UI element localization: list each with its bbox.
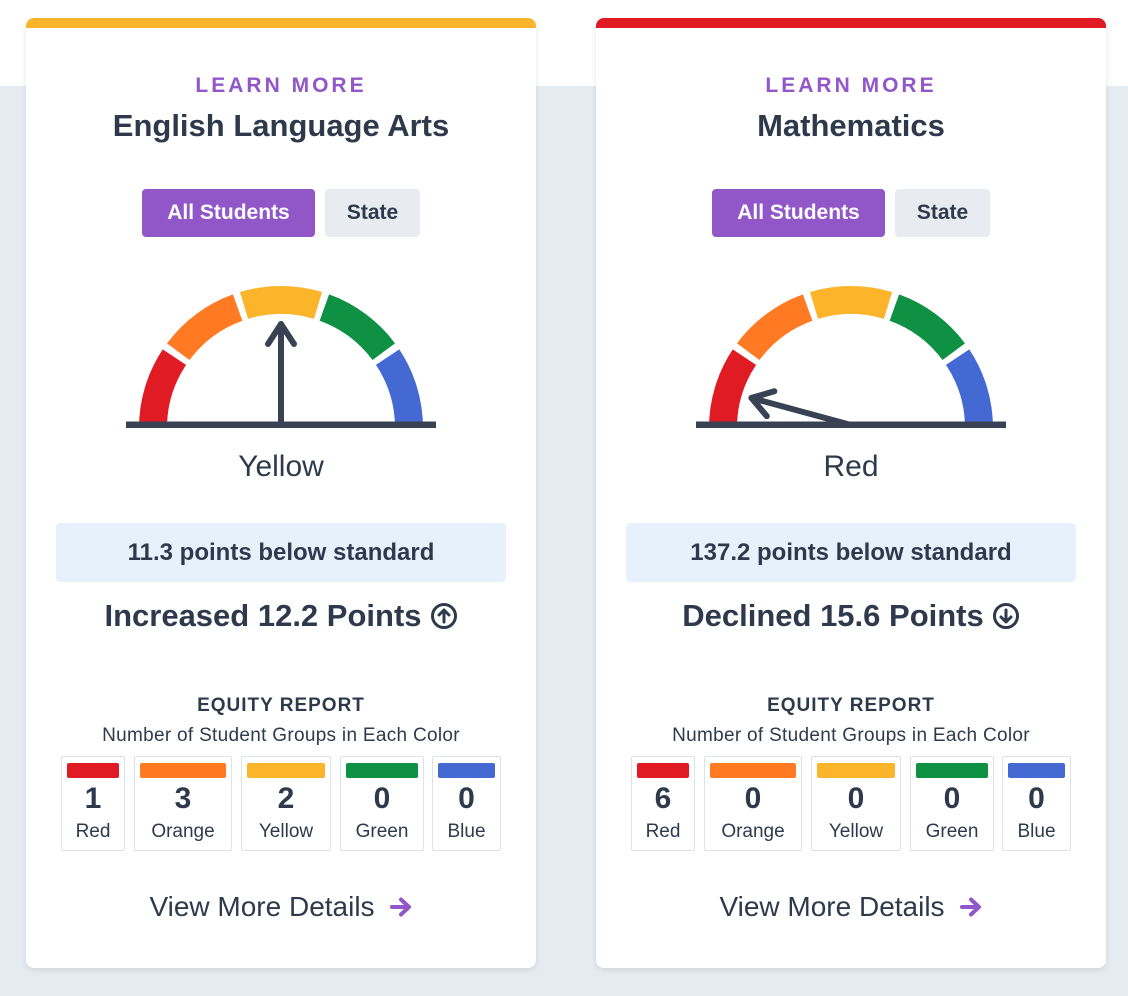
gauge-needle <box>748 394 854 428</box>
gauge-needle-head <box>265 321 297 347</box>
tile-label: Orange <box>721 821 785 842</box>
state-button[interactable]: State <box>325 189 420 237</box>
equity-tile-green: 0 Green <box>340 756 424 851</box>
gauge-segment-orange <box>737 294 813 361</box>
gauge-segment-orange <box>167 294 243 361</box>
blue-swatch <box>438 763 495 778</box>
equity-tile-red: 1 Red <box>61 756 125 851</box>
red-swatch <box>67 763 119 778</box>
arrow-circle-down-icon <box>992 603 1019 629</box>
gauge-segment-yellow <box>809 286 893 319</box>
performance-gauge <box>696 286 1006 428</box>
tile-count: 0 <box>458 782 475 815</box>
tile-count: 2 <box>277 782 295 815</box>
arrow-circle-up-icon <box>430 603 457 629</box>
tile-count: 0 <box>847 782 865 815</box>
view-more-details-link[interactable]: View More Details <box>596 891 1106 923</box>
gauge-segment-blue <box>375 349 423 428</box>
equity-tile-orange: 0 Orange <box>704 756 802 851</box>
all-students-button[interactable]: All Students <box>142 189 315 237</box>
tile-label: Yellow <box>258 821 314 842</box>
student-group-toggle: All Students State <box>26 189 536 237</box>
equity-tile-blue: 0 Blue <box>1002 756 1071 851</box>
ela-card: LEARN MORE English Language Arts All Stu… <box>26 18 536 968</box>
details-text: View More Details <box>149 891 375 922</box>
tile-label: Red <box>75 821 111 842</box>
all-students-button[interactable]: All Students <box>712 189 885 237</box>
student-group-toggle: All Students State <box>596 189 1106 237</box>
gauge-segment-red <box>709 349 757 428</box>
tile-count: 0 <box>1028 782 1045 815</box>
performance-level-label: Red <box>823 450 879 483</box>
status-badge: 137.2 points below standard <box>626 523 1076 582</box>
arrow-right-icon <box>959 897 981 917</box>
tile-label: Yellow <box>828 821 884 842</box>
change-indicator: Declined 15.6 Points <box>596 598 1106 634</box>
learn-more-link[interactable]: LEARN MORE <box>195 74 367 97</box>
equity-report-subtitle: Number of Student Groups in Each Color <box>102 725 460 746</box>
equity-report-subtitle: Number of Student Groups in Each Color <box>672 725 1030 746</box>
view-more-details-link[interactable]: View More Details <box>26 891 536 923</box>
tile-label: Red <box>645 821 681 842</box>
tile-count: 0 <box>373 782 391 815</box>
math-card: LEARN MORE Mathematics All Students Stat… <box>596 18 1106 968</box>
state-button[interactable]: State <box>895 189 990 237</box>
orange-swatch <box>140 763 226 778</box>
green-swatch <box>916 763 988 778</box>
equity-tile-orange: 3 Orange <box>134 756 232 851</box>
equity-tile-green: 0 Green <box>910 756 994 851</box>
tile-label: Blue <box>447 821 486 842</box>
tile-count: 3 <box>174 782 192 815</box>
equity-tile-yellow: 2 Yellow <box>241 756 331 851</box>
yellow-swatch <box>247 763 325 778</box>
change-text: Declined 15.6 Points <box>682 598 984 633</box>
change-text: Increased 12.2 Points <box>104 598 422 633</box>
tile-count: 0 <box>744 782 762 815</box>
tile-label: Blue <box>1017 821 1056 842</box>
tile-label: Orange <box>151 821 215 842</box>
gauge-segment-blue <box>945 349 993 428</box>
tile-count: 0 <box>943 782 961 815</box>
status-badge: 11.3 points below standard <box>56 523 506 582</box>
gauge-needle-head <box>748 388 778 420</box>
equity-tile-blue: 0 Blue <box>432 756 501 851</box>
green-swatch <box>346 763 418 778</box>
subject-title: Mathematics <box>757 108 945 143</box>
arrow-right-icon <box>389 897 411 917</box>
yellow-swatch <box>817 763 895 778</box>
performance-gauge <box>126 286 436 428</box>
tile-count: 6 <box>654 782 672 815</box>
performance-level-label: Yellow <box>238 450 324 483</box>
equity-report-title: EQUITY REPORT <box>767 695 935 716</box>
orange-swatch <box>710 763 796 778</box>
blue-swatch <box>1008 763 1065 778</box>
gauge-segment-green <box>889 294 965 361</box>
card-top-bar <box>26 18 536 28</box>
tile-label: Green <box>355 821 409 842</box>
tile-label: Green <box>925 821 979 842</box>
gauge-segment-red <box>139 349 187 428</box>
tile-count: 1 <box>84 782 102 815</box>
equity-tile-red: 6 Red <box>631 756 695 851</box>
gauge-segment-green <box>319 294 395 361</box>
equity-tile-yellow: 0 Yellow <box>811 756 901 851</box>
change-indicator: Increased 12.2 Points <box>26 598 536 634</box>
subject-title: English Language Arts <box>112 108 450 143</box>
equity-report-title: EQUITY REPORT <box>197 695 365 716</box>
learn-more-link[interactable]: LEARN MORE <box>765 74 937 97</box>
gauge-segment-yellow <box>239 286 323 319</box>
red-swatch <box>637 763 689 778</box>
card-top-bar <box>596 18 1106 28</box>
details-text: View More Details <box>719 891 945 922</box>
